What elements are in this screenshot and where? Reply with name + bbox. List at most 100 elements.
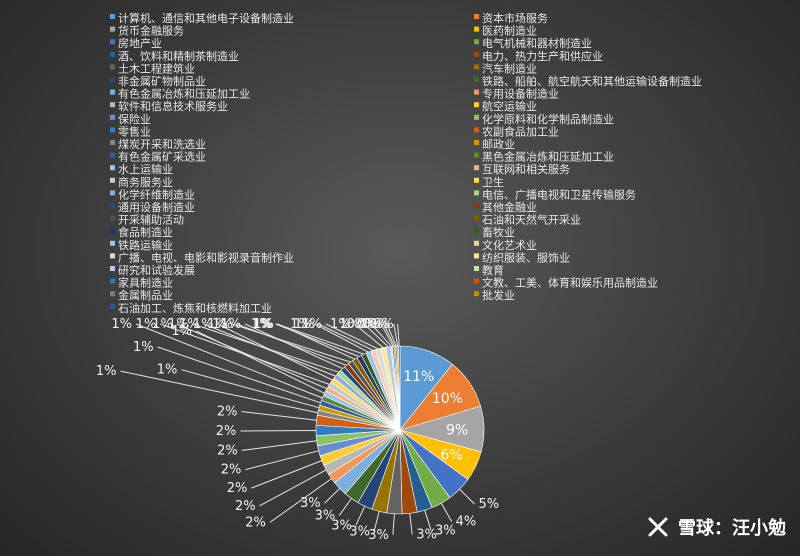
legend-swatch [474, 89, 479, 95]
legend-item: 航空运输业 [474, 99, 537, 113]
slice-label: 3% [368, 528, 389, 543]
legend-item: 文教、工美、体育和娱乐用品制造业 [474, 276, 658, 290]
legend-swatch [474, 152, 479, 158]
legend-label: 电力、热力生产和供应业 [482, 49, 603, 63]
leader-line [325, 323, 379, 350]
slice-label: 9% [446, 422, 468, 438]
legend-item: 土木工程建筑业 [110, 61, 195, 75]
legend-label: 铁路、船舶、航空航天和其他运输设备制造业 [482, 74, 702, 88]
legend-label: 资本市场服务 [482, 11, 548, 25]
legend-label: 酒、饮料和精制茶制造业 [118, 49, 239, 63]
slice-label: 1% [301, 317, 322, 332]
legend-label: 非金属矿物制品业 [118, 74, 206, 88]
legend-item: 纺织服装、服饰业 [474, 250, 570, 264]
legend-label: 商务服务业 [118, 175, 173, 189]
legend-swatch [110, 228, 115, 234]
leader-line [241, 411, 317, 421]
leader-line [160, 323, 330, 385]
slice-label: 0% [362, 317, 383, 332]
legend-label: 货币金融服务 [118, 24, 184, 38]
leader-line [241, 440, 317, 451]
slice-label: 3% [435, 523, 456, 538]
slice-label: 1% [290, 317, 311, 332]
slice-label: 5% [479, 497, 500, 512]
legend-label: 软件和信息技术服务业 [118, 99, 228, 113]
legend-swatch [110, 140, 115, 145]
legend-item: 其他金融业 [474, 200, 537, 214]
legend-swatch [110, 51, 115, 57]
legend-swatch [110, 127, 115, 133]
leader-line [370, 323, 392, 347]
legend-item: 开采辅助活动 [110, 213, 184, 227]
legend-label: 批发业 [482, 288, 515, 302]
legend-item: 电力、热力生产和供应业 [474, 49, 603, 63]
slice-label: 3% [300, 496, 321, 511]
slice-label: 0% [359, 317, 380, 332]
legend-item: 计算机、通信和其他电子设备制造业 [110, 11, 294, 25]
leader-line [338, 498, 352, 516]
leader-line [251, 460, 322, 489]
legend-swatch [474, 127, 479, 133]
slice-label: 1% [253, 317, 274, 332]
watermark-text: 雪球：汪小勉 [678, 518, 786, 539]
legend-label: 有色金属冶炼和压延加工业 [118, 87, 250, 101]
legend-item: 酒、饮料和精制茶制造业 [110, 49, 239, 63]
legend-item: 汽车制造业 [474, 61, 537, 75]
leader-line [120, 370, 318, 414]
slice-label: 1% [220, 317, 241, 332]
legend-item: 铁路、船舶、航空航天和其他运输设备制造业 [474, 74, 702, 88]
legend-item: 商务服务业 [110, 175, 173, 189]
legend-label: 纺织服装、服饰业 [482, 250, 570, 264]
legend-label: 有色金属矿采选业 [118, 150, 206, 164]
leader-line [240, 430, 317, 432]
legend-label: 零售业 [118, 124, 151, 138]
leader-line [203, 323, 336, 377]
legend-item: 非金属矿物制品业 [110, 74, 206, 88]
legend-label: 家具制造业 [118, 276, 173, 290]
leader-line [276, 323, 364, 355]
legend-item: 食品制造业 [110, 225, 173, 239]
legend-label: 畜牧业 [482, 225, 515, 239]
legend-label: 通用设备制造业 [118, 200, 195, 214]
legend-swatch [474, 102, 479, 108]
legend-label: 食品制造业 [118, 225, 173, 239]
slice-label: 2% [221, 463, 242, 478]
legend-swatch [110, 253, 115, 259]
slice-label: 1% [157, 363, 178, 378]
legend-label: 文教、工美、体育和娱乐用品制造业 [482, 276, 658, 290]
slice-label: 1% [193, 317, 214, 332]
legend-item: 金属制品业 [110, 288, 173, 302]
legend-swatch [474, 177, 479, 183]
legend-swatch [474, 14, 479, 19]
legend-swatch [110, 89, 115, 95]
slice-label: 2% [235, 499, 256, 514]
data-labels: 11%10%9%6%5%4%3%3%3%3%3%3%3%2%2%2%2%2%2%… [96, 317, 499, 543]
slice-label: 0% [373, 317, 394, 332]
leader-line [157, 346, 321, 404]
slice-label: 0% [347, 317, 368, 332]
legend-label: 互联网和相关服务 [482, 162, 570, 176]
slice-label: 3% [331, 518, 352, 533]
legend-swatch [110, 64, 115, 70]
legend-item: 水上运输业 [110, 162, 173, 176]
legend-label: 教育 [482, 263, 504, 277]
legend-label: 卫生 [482, 175, 504, 189]
legend-label: 煤炭开采和洗选业 [118, 138, 206, 151]
legend-item: 电信、广播电视和卫星传输服务 [474, 187, 636, 201]
leader-line [397, 323, 400, 347]
slice-label: 0% [369, 317, 390, 332]
legend-label: 石油和天然气开采业 [482, 213, 581, 227]
legend-item: 软件和信息技术服务业 [110, 99, 228, 113]
slice-label: 6% [440, 448, 462, 464]
legend-swatch [110, 177, 115, 183]
legend-swatch [110, 215, 115, 221]
legend-item: 文化艺术业 [474, 238, 537, 252]
slice-label: 1% [96, 364, 117, 379]
legend-label: 黑色金属冶炼和压延加工业 [482, 150, 614, 164]
slice-label: 1% [133, 340, 154, 355]
pie-slice [398, 345, 401, 431]
legend-label: 计算机、通信和其他电子设备制造业 [118, 11, 294, 25]
legend-item: 资本市场服务 [474, 11, 548, 25]
legend-swatch [474, 64, 479, 70]
leader-line [324, 488, 341, 504]
